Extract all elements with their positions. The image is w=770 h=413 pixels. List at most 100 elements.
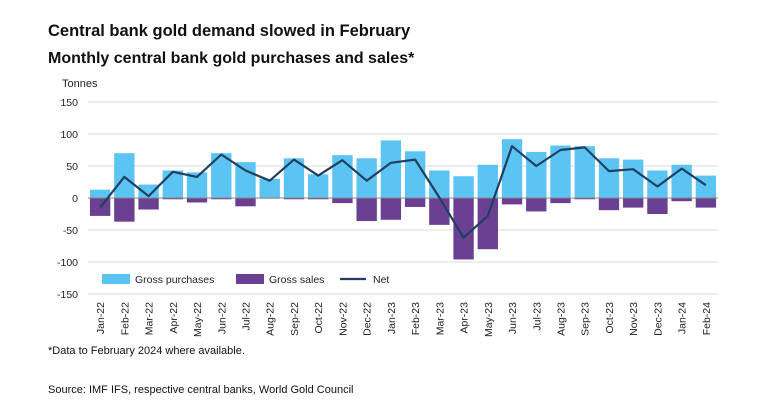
bar-gross-sales (671, 198, 692, 202)
bar-gross-purchases (114, 153, 135, 198)
bar-gross-purchases (598, 158, 620, 198)
bar-gross-sales (695, 198, 717, 208)
x-tick-label: Apr-22 (168, 302, 180, 334)
x-axis-ticks: Jan-22 Feb-22 Mar-22 Apr-22 May-22 Jun-22 Jul-… (95, 302, 713, 337)
bar-gross-purchases (259, 178, 280, 198)
bar-gross-purchases (89, 189, 111, 198)
legend-gross-sales-swatch (236, 274, 264, 284)
legend-net: Net (340, 274, 389, 286)
bar-gross-sales (308, 198, 329, 200)
bar-gross-sales (332, 198, 353, 204)
bar-gross-sales (186, 198, 208, 203)
bar-gross-sales (598, 198, 620, 211)
bar-gross-sales (623, 198, 644, 208)
x-tick-label: Feb-23 (410, 302, 422, 335)
net-series (99, 145, 707, 239)
bar-gross-sales (647, 198, 668, 214)
x-tick-label: Mar-23 (434, 302, 446, 335)
bar-gross-sales (550, 198, 571, 204)
bar-gross-purchases (380, 140, 402, 198)
footnote: *Data to February 2024 where available. (48, 345, 245, 357)
bar-gross-sales (574, 198, 595, 200)
y-tick-label: 50 (66, 161, 78, 173)
legend-gross-sales: Gross sales (236, 274, 324, 286)
bar-gross-purchases (695, 175, 717, 198)
bar-gross-sales (380, 198, 402, 220)
y-axis-ticks: 150 100 50 0 -50 -100 -150 (57, 97, 78, 301)
x-tick-label: Sep-23 (580, 302, 592, 336)
bar-gross-sales (235, 198, 256, 207)
chart-title: Central bank gold demand slowed in Febru… (48, 22, 411, 40)
net-line (99, 145, 707, 239)
bar-gross-purchases (308, 174, 329, 198)
bar-gross-sales (138, 198, 159, 210)
bar-gross-sales (477, 198, 498, 250)
x-tick-label: Aug-23 (556, 302, 568, 336)
x-tick-label: Dec-23 (652, 302, 664, 336)
bar-gross-purchases (429, 170, 450, 198)
bar-gross-sales (526, 198, 547, 212)
x-tick-label: Oct-23 (604, 302, 616, 334)
x-tick-label: Jun-23 (507, 302, 519, 334)
bar-gross-purchases (477, 164, 498, 198)
bar-gross-sales (404, 198, 426, 207)
legend-gross-purchases-label: Gross purchases (135, 274, 214, 286)
legend: Gross purchases Gross sales Net (102, 274, 389, 286)
x-tick-label: Dec-22 (362, 302, 374, 336)
x-tick-label: Jul-22 (241, 302, 253, 331)
bar-gross-purchases (162, 170, 183, 198)
bar-gross-purchases (283, 158, 305, 198)
x-tick-label: May-23 (483, 302, 495, 337)
bar-gross-sales (114, 198, 135, 222)
y-tick-label: 0 (72, 193, 78, 205)
x-tick-label: May-22 (192, 302, 204, 337)
bar-gross-sales (283, 198, 305, 200)
bar-gross-purchases (356, 158, 377, 198)
y-tick-label: -100 (57, 257, 78, 269)
x-tick-label: Jan-23 (386, 302, 398, 334)
x-tick-label: Jul-23 (531, 302, 543, 331)
bar-gross-sales (211, 198, 232, 200)
x-tick-label: Feb-22 (119, 302, 131, 335)
source-note: Source: IMF IFS, respective central bank… (48, 384, 354, 396)
bar-gross-purchases (647, 170, 668, 198)
x-tick-label: Sep-22 (289, 302, 301, 336)
bar-gross-sales (501, 198, 523, 205)
bar-gross-sales (429, 198, 450, 225)
x-tick-label: Nov-23 (628, 302, 640, 336)
bar-gross-purchases (211, 153, 232, 198)
bar-gross-sales (162, 198, 183, 200)
bar-gross-sales (453, 198, 474, 260)
y-tick-label: 150 (60, 97, 78, 109)
bar-gross-purchases (550, 145, 571, 198)
x-tick-label: Feb-24 (701, 302, 713, 335)
y-tick-label: -50 (63, 225, 78, 237)
bar-gross-purchases (186, 172, 208, 198)
bar-gross-purchases (138, 184, 159, 198)
x-tick-label: Jan-22 (95, 302, 107, 334)
bar-gross-purchases (623, 159, 644, 198)
x-tick-label: Jan-24 (677, 302, 689, 334)
bar-gross-sales (356, 198, 377, 222)
bar-gross-purchases (235, 162, 256, 198)
x-tick-label: Mar-22 (144, 302, 156, 335)
legend-gross-purchases-swatch (102, 274, 130, 284)
legend-net-label: Net (373, 274, 389, 286)
bar-gross-purchases (404, 151, 426, 198)
bar-gross-purchases (453, 176, 474, 198)
y-tick-label: 100 (60, 129, 78, 141)
legend-gross-purchases: Gross purchases (102, 274, 214, 286)
x-tick-label: Oct-22 (313, 302, 325, 334)
legend-gross-sales-label: Gross sales (269, 274, 324, 286)
x-tick-label: Nov-22 (337, 302, 349, 336)
x-tick-label: Aug-22 (265, 302, 277, 336)
bar-gross-purchases (574, 146, 595, 198)
y-tick-label: -150 (57, 289, 78, 301)
chart-subtitle: Monthly central bank gold purchases and … (48, 50, 415, 67)
bars (89, 139, 717, 260)
x-tick-label: Apr-23 (459, 302, 471, 334)
bar-gross-purchases (501, 139, 523, 198)
y-axis-units-label: Tonnes (62, 78, 98, 90)
x-tick-label: Jun-22 (216, 302, 228, 334)
